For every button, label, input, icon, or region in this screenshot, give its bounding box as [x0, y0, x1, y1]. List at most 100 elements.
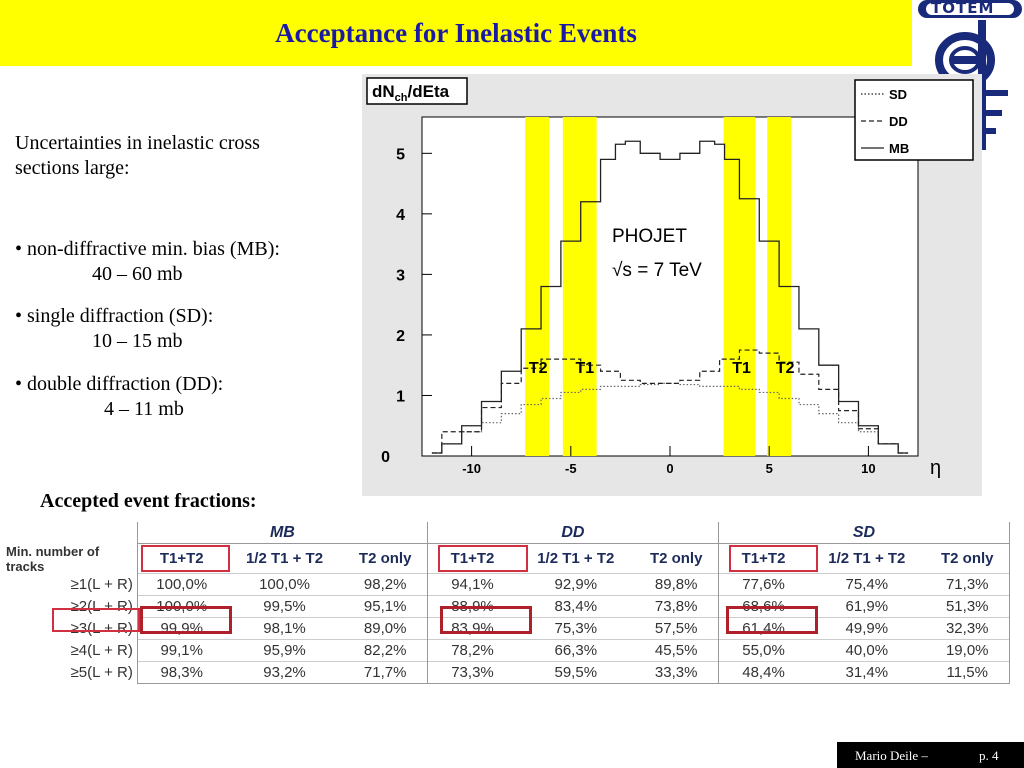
- footer-bar: Mario Deile – p. 4: [837, 742, 1024, 768]
- dndeta-chart: -10 -5 0 5 10 0 1 2 3 4 5 dNch/dEta SD DD MB PHOJET √s =…: [366, 77, 974, 479]
- table-cell: 83,4%: [517, 595, 635, 618]
- intro-text: Uncertainties in inelastic cross section…: [15, 131, 260, 181]
- table-cell: 93,2%: [225, 661, 344, 684]
- table-cell: 19,0%: [925, 639, 1010, 662]
- column-header: T2 only: [925, 543, 1010, 574]
- legend-label-dd: DD: [889, 114, 908, 129]
- chart-annotation: PHOJET: [612, 226, 687, 247]
- highlight-dd-col: [438, 545, 528, 572]
- table-row: ≥1(L + R) 100,0% 100,0% 98,2% 94,1% 92,9% 89,8…: [0, 573, 1010, 596]
- legend-box: [854, 79, 974, 161]
- band-label-t2: T2: [776, 360, 795, 377]
- table-cell: 49,9%: [808, 617, 926, 640]
- y-tick-label: 0: [381, 449, 390, 466]
- table-cell: 98,1%: [225, 617, 344, 640]
- slide-title: Acceptance for Inelastic Events: [275, 18, 637, 48]
- table-cell: 98,3%: [136, 661, 226, 684]
- y-tick-label: 4: [396, 207, 405, 224]
- row-label: ≥2(L + R): [70, 598, 133, 615]
- intro-line-2: sections large:: [15, 157, 130, 179]
- table-cell: 100,0%: [136, 573, 226, 596]
- bullet-dd: • double diffraction (DD): 4 – 11 mb: [15, 372, 223, 422]
- table-cell: 57,5%: [634, 617, 719, 640]
- table-column-row: Min. number of tracks T1+T2 1/2 T1 + T2 T2…: [0, 543, 1010, 574]
- y-tick-label: 3: [396, 267, 405, 284]
- band-label-t2: T2: [529, 360, 548, 377]
- detector-band-t1: [562, 117, 597, 456]
- table-heading: Accepted event fractions:: [40, 490, 257, 512]
- table-row: ≥3(L + R) 99,9% 98,1% 89,0% 83,9% 75,3% 57,5% 6…: [0, 617, 1010, 640]
- y-tick-label: 2: [396, 328, 405, 345]
- legend-label-sd: SD: [889, 87, 907, 102]
- footer-page: p. 4: [979, 748, 999, 763]
- table-row: ≥4(L + R) 99,1% 95,9% 82,2% 78,2% 66,3% 45,5% 5…: [0, 639, 1010, 662]
- column-header: T1+T2: [136, 543, 226, 574]
- series-dd-line: [431, 349, 909, 454]
- row-label: ≥5(L + R): [70, 664, 133, 681]
- bullet-value: 10 – 15 mb: [92, 330, 183, 352]
- group-dd: DD: [426, 522, 719, 544]
- table-group-row: MB DD SD: [0, 522, 1011, 544]
- column-header: 1/2 T1 + T2: [225, 543, 344, 574]
- bullet-label: • non-diffractive min. bias (MB):: [15, 238, 280, 260]
- totem-logo: [918, 0, 1022, 150]
- group-sd: SD: [717, 522, 1011, 544]
- chart-annotation: √s = 7 TeV: [612, 260, 702, 281]
- bullet-sd: • single diffraction (SD): 10 – 15 mb: [15, 304, 213, 354]
- bullet-value: 40 – 60 mb: [92, 263, 183, 285]
- table-cell: 98,2%: [343, 573, 428, 596]
- row-label: ≥1(L + R): [70, 576, 133, 593]
- y-tick-label: 5: [396, 146, 405, 163]
- highlight-dd-cell: [440, 606, 532, 634]
- x-tick-label: -10: [462, 461, 481, 476]
- table-cell: 66,3%: [517, 639, 635, 662]
- column-header: T2 only: [634, 543, 719, 574]
- table-cell: 75,3%: [517, 617, 635, 640]
- table-cell: 33,3%: [634, 661, 719, 684]
- table-cell: 71,3%: [925, 573, 1010, 596]
- table-cell: 48,4%: [717, 661, 809, 684]
- x-tick-label: 10: [861, 461, 875, 476]
- table-cell: 82,2%: [343, 639, 428, 662]
- acceptance-table: MB DD SD Min. number of tracks T1+T2 1/2 …: [0, 522, 1011, 684]
- table-cell: 77,6%: [717, 573, 809, 596]
- table-cell: 94,1%: [426, 573, 518, 596]
- column-header: T2 only: [343, 543, 428, 574]
- table-cell: 11,5%: [925, 661, 1010, 684]
- intro-line-1: Uncertainties in inelastic cross: [15, 132, 260, 154]
- table-cell: 51,3%: [925, 595, 1010, 618]
- column-header: T1+T2: [717, 543, 809, 574]
- bullet-label: • double diffraction (DD):: [15, 373, 224, 395]
- table-cell: 71,7%: [343, 661, 428, 684]
- highlight-row-label: [52, 608, 140, 632]
- chart-title: dNch/dEta: [372, 82, 450, 104]
- table-cell: 40,0%: [808, 639, 926, 662]
- table-cell: 89,8%: [634, 573, 719, 596]
- table-cell: 73,3%: [426, 661, 518, 684]
- title-banner: [0, 0, 912, 66]
- table-cell: 45,5%: [634, 639, 719, 662]
- table-cell: 31,4%: [808, 661, 926, 684]
- highlight-mb-cell: [140, 606, 232, 634]
- acceptance-table-wrap: MB DD SD Min. number of tracks T1+T2 1/2 …: [0, 522, 1011, 684]
- series-mb-line: [431, 140, 909, 454]
- table-cell: 95,1%: [343, 595, 428, 618]
- band-label-t1: T1: [576, 360, 595, 377]
- bullet-label: • single diffraction (SD):: [15, 305, 214, 327]
- x-tick-label: -5: [565, 461, 577, 476]
- row-label: ≥3(L + R): [70, 620, 133, 637]
- row-label: ≥4(L + R): [70, 642, 133, 659]
- x-tick-label: 5: [766, 461, 773, 476]
- table-cell: 99,5%: [225, 595, 344, 618]
- table-cell: 32,3%: [925, 617, 1010, 640]
- column-header: 1/2 T1 + T2: [517, 543, 635, 574]
- bullet-mb: • non-diffractive min. bias (MB): 40 – 6…: [15, 237, 280, 287]
- group-mb: MB: [136, 522, 428, 544]
- table-cell: 78,2%: [426, 639, 518, 662]
- table-cell: 99,1%: [136, 639, 226, 662]
- table-cell: 92,9%: [517, 573, 635, 596]
- chart-title-box: [366, 77, 468, 105]
- detector-band-t2: [525, 117, 549, 456]
- row-header-label: Min. number of tracks: [6, 543, 100, 574]
- highlight-mb-col: [141, 545, 230, 572]
